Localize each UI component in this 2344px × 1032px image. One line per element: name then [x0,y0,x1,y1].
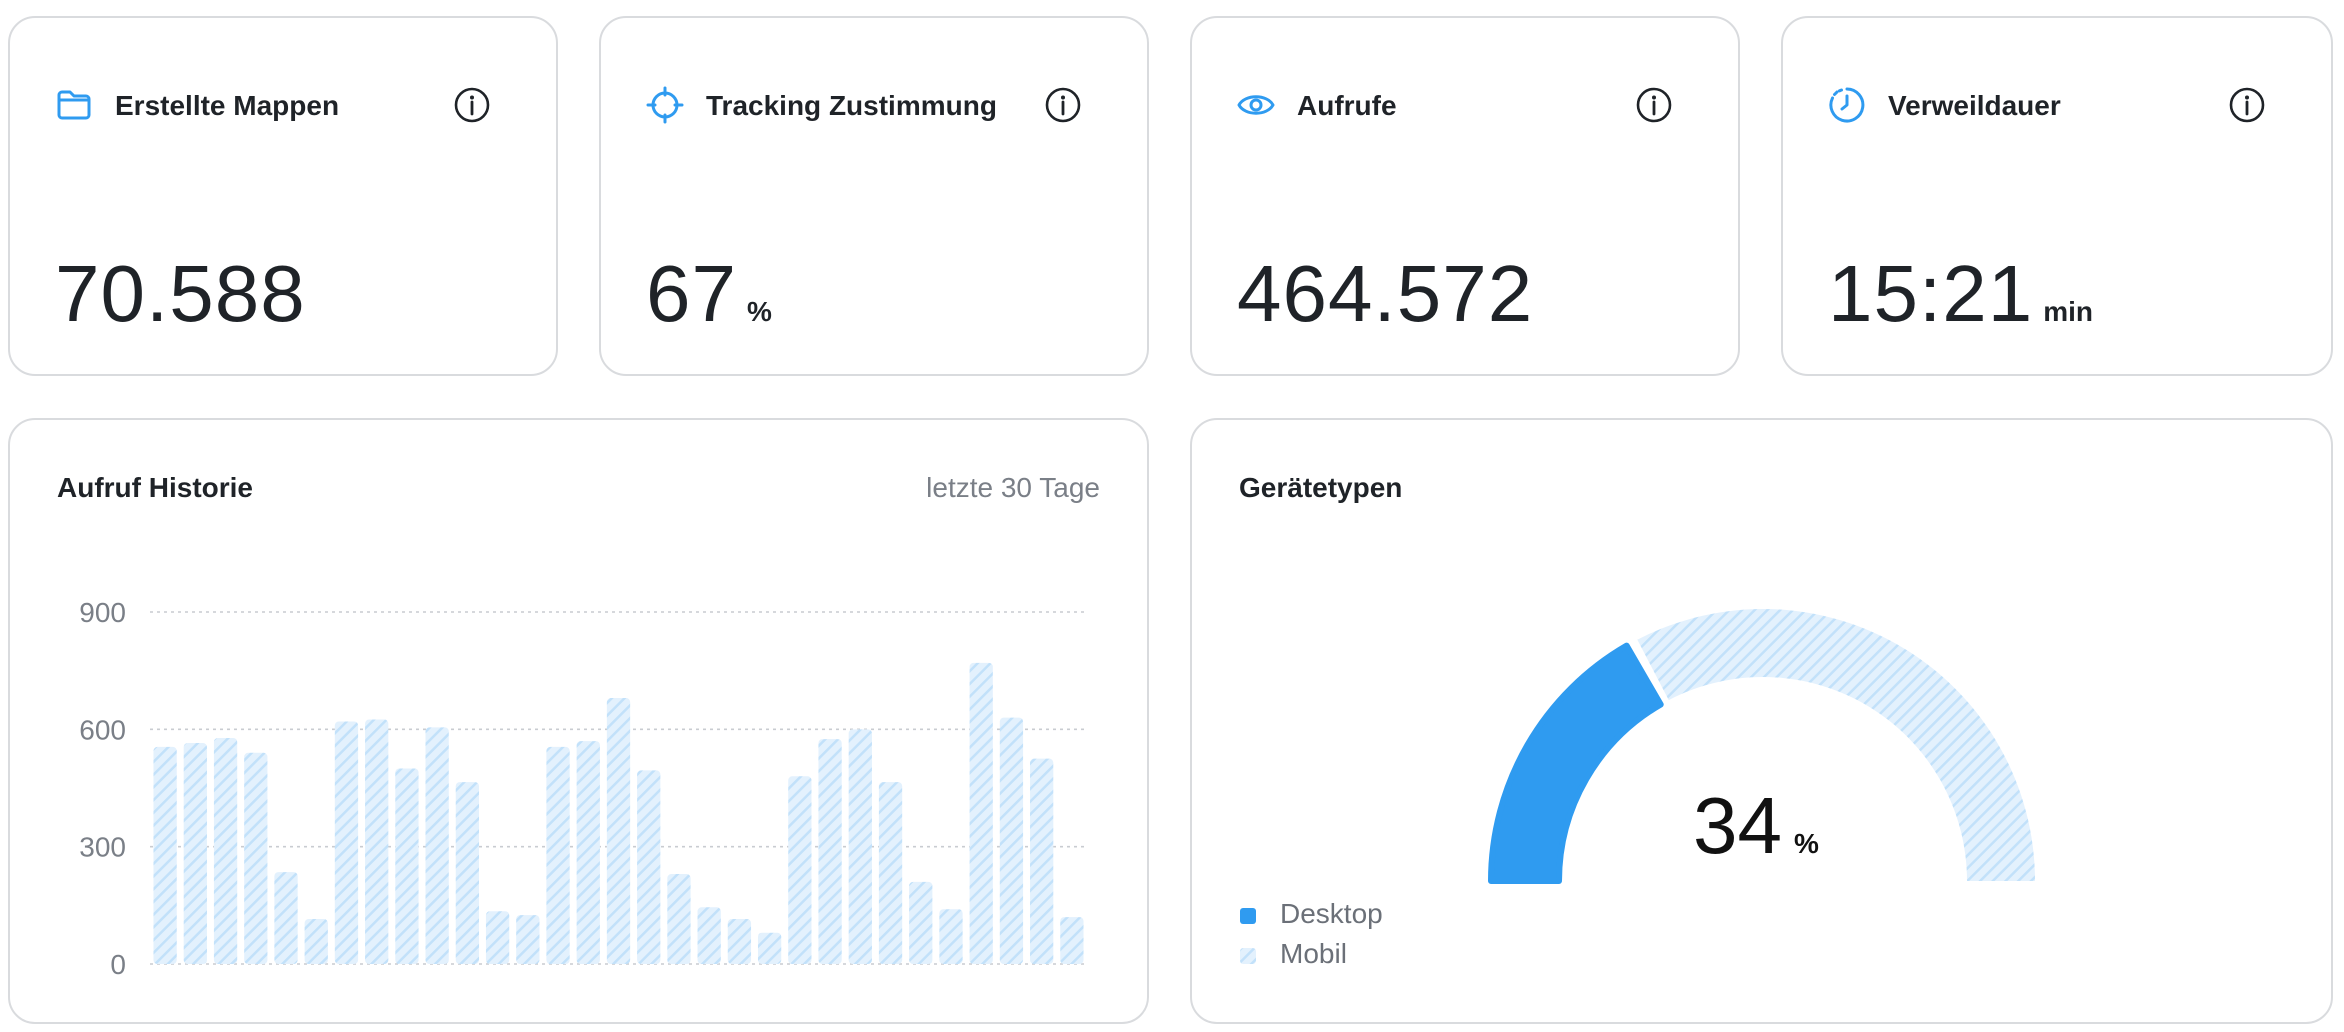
bar[interactable] [516,915,540,964]
device-gauge-chart [1488,609,2035,884]
bar[interactable] [788,776,812,964]
bar[interactable] [606,698,631,964]
kpi-header: Tracking Zustimmung [646,86,1102,126]
gauge-unit: % [1793,828,1819,859]
bar[interactable] [455,782,480,964]
history-range-filter[interactable]: letzte 30 Tage [926,472,1100,503]
history-card: Aufruf Historie letzte 30 Tage 0 300 600 90… [8,418,1149,1024]
bar[interactable] [576,741,600,964]
bar[interactable] [969,662,993,964]
y-tick-label: 300 [79,832,126,863]
bar[interactable] [697,907,721,964]
bar[interactable] [909,881,933,964]
kpi-value-wrap: 67% [646,248,772,340]
legend-label: Mobil [1280,938,1347,969]
y-tick-label: 600 [79,714,126,745]
kpi-header: Erstellte Mappen [55,86,511,126]
legend-label: Desktop [1280,898,1383,929]
bar[interactable] [939,909,963,964]
kpi-value-wrap: 70.588 [55,248,316,340]
bar[interactable] [999,717,1024,964]
gauge-slice-mobil[interactable] [1637,609,2035,881]
gauge-slice-desktop[interactable] [1488,642,1664,884]
gauge-value: 34 [1693,781,1782,870]
bar[interactable] [365,719,389,964]
bar[interactable] [304,919,328,964]
eye-icon [1237,95,1275,115]
bar[interactable] [546,746,570,964]
history-bar-chart: 0 300 600 900 [79,597,1087,980]
bar[interactable] [637,770,661,964]
info-icon[interactable] [2228,86,2266,124]
kpi-value-wrap: 464.572 [1237,248,1543,340]
y-tick-label: 0 [110,949,126,980]
bar[interactable] [1030,758,1054,964]
y-tick-label: 900 [79,597,126,628]
bar[interactable] [485,911,510,964]
bar[interactable] [334,721,359,964]
bar[interactable] [274,872,298,964]
device-types-card: Gerätetypen 34% Desktop Mobil [1190,418,2333,1024]
kpi-card-erstellte-mappen: Erstellte Mappen 70.588 [8,16,558,376]
folder-icon [57,90,91,120]
legend-swatch-desktop [1240,908,1256,924]
kpi-title: Verweildauer [1888,90,2061,121]
legend-swatch-mobil [1240,948,1256,964]
kpi-value-wrap: 15:21 min [1828,248,2093,340]
bar[interactable] [425,727,449,964]
kpi-value: 15:21 [1828,249,2034,338]
kpi-card-aufrufe: Aufrufe 464.572 [1190,16,1740,376]
kpi-title: Tracking Zustimmung [706,90,997,121]
bar[interactable] [848,729,872,964]
bar[interactable] [878,782,903,964]
kpi-header: Aufrufe [1237,86,1693,126]
info-icon[interactable] [1044,86,1082,124]
kpi-unit: % [746,296,772,327]
kpi-title: Erstellte Mappen [115,90,340,121]
gauge-value-wrap: 34% [1693,780,1819,872]
history-title: Aufruf Historie [57,472,253,503]
device-types-title: Gerätetypen [1239,472,1403,503]
bar[interactable] [667,874,691,964]
kpi-unit: min [2043,296,2093,327]
info-icon[interactable] [453,86,491,124]
bar[interactable] [153,746,177,964]
bar[interactable] [183,743,207,964]
kpi-title: Aufrufe [1297,90,1397,121]
info-icon[interactable] [1635,86,1673,124]
bar[interactable] [727,919,752,964]
timer-icon [1829,87,1865,123]
bar[interactable] [244,752,268,964]
kpi-header: Verweildauer [1828,86,2286,126]
bar[interactable] [1060,917,1084,964]
kpi-value: 67 [646,249,737,338]
bar[interactable] [757,932,782,964]
kpi-value: 70.588 [55,249,306,338]
bar[interactable] [818,739,842,964]
kpi-card-tracking-zustimmung: Tracking Zustimmung 67% [599,16,1149,376]
kpi-value: 464.572 [1237,249,1534,338]
bar[interactable] [395,768,419,964]
crosshair-icon [646,86,684,124]
kpi-card-verweildauer: Verweildauer 15:21 min [1781,16,2333,376]
bar[interactable] [213,737,238,964]
